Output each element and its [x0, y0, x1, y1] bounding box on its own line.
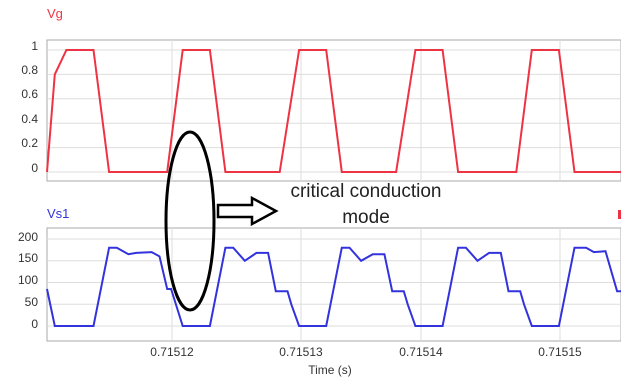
vg-plot-title: Vg — [47, 6, 63, 21]
vs1-ytick: 150 — [18, 251, 38, 265]
vs1-xtick: 0.71515 — [538, 345, 582, 359]
vg-ytick: 0 — [31, 161, 38, 175]
x-axis-label: Time (s) — [308, 363, 352, 377]
vs1-ytick: 0 — [31, 317, 38, 331]
vs1-xtick: 0.71514 — [399, 345, 443, 359]
vs1-x-tick-labels: 0.71512 0.71513 0.71514 0.71515 — [150, 345, 582, 359]
vg-ytick: 0.6 — [21, 87, 38, 101]
vs1-plot-title: Vs1 — [47, 206, 69, 221]
vg-y-tick-labels: 1 0.8 0.6 0.4 0.2 0 — [21, 39, 38, 175]
right-arrow-icon — [216, 195, 279, 227]
vg-ytick: 0.8 — [21, 63, 38, 77]
vs1-ytick: 100 — [18, 273, 38, 287]
vs1-y-tick-labels: 200 150 100 50 0 — [18, 230, 38, 331]
vs1-xtick: 0.71512 — [150, 345, 194, 359]
vg-plot: Vg 1 0.8 0.6 0.4 0.2 0 — [21, 6, 621, 182]
annotation-line-2: mode — [342, 207, 390, 228]
vs1-series-line — [46, 246, 621, 327]
vs1-plot: Vs1 200 150 100 50 0 0.71512 0.71513 0.7… — [18, 206, 621, 377]
vg-grid — [47, 40, 621, 181]
vs1-xtick: 0.71513 — [279, 345, 323, 359]
annotation: critical conduction mode — [164, 130, 442, 312]
edge-marker — [618, 210, 621, 219]
vg-ytick: 1 — [31, 39, 38, 53]
vg-ytick: 0.2 — [21, 136, 38, 150]
highlight-ellipse — [164, 130, 216, 312]
annotation-line-1: critical conduction — [290, 181, 441, 202]
vs1-ytick: 200 — [18, 230, 38, 244]
vg-series-line — [46, 49, 621, 173]
vg-ytick: 0.4 — [21, 112, 38, 126]
vs1-ytick: 50 — [25, 295, 39, 309]
